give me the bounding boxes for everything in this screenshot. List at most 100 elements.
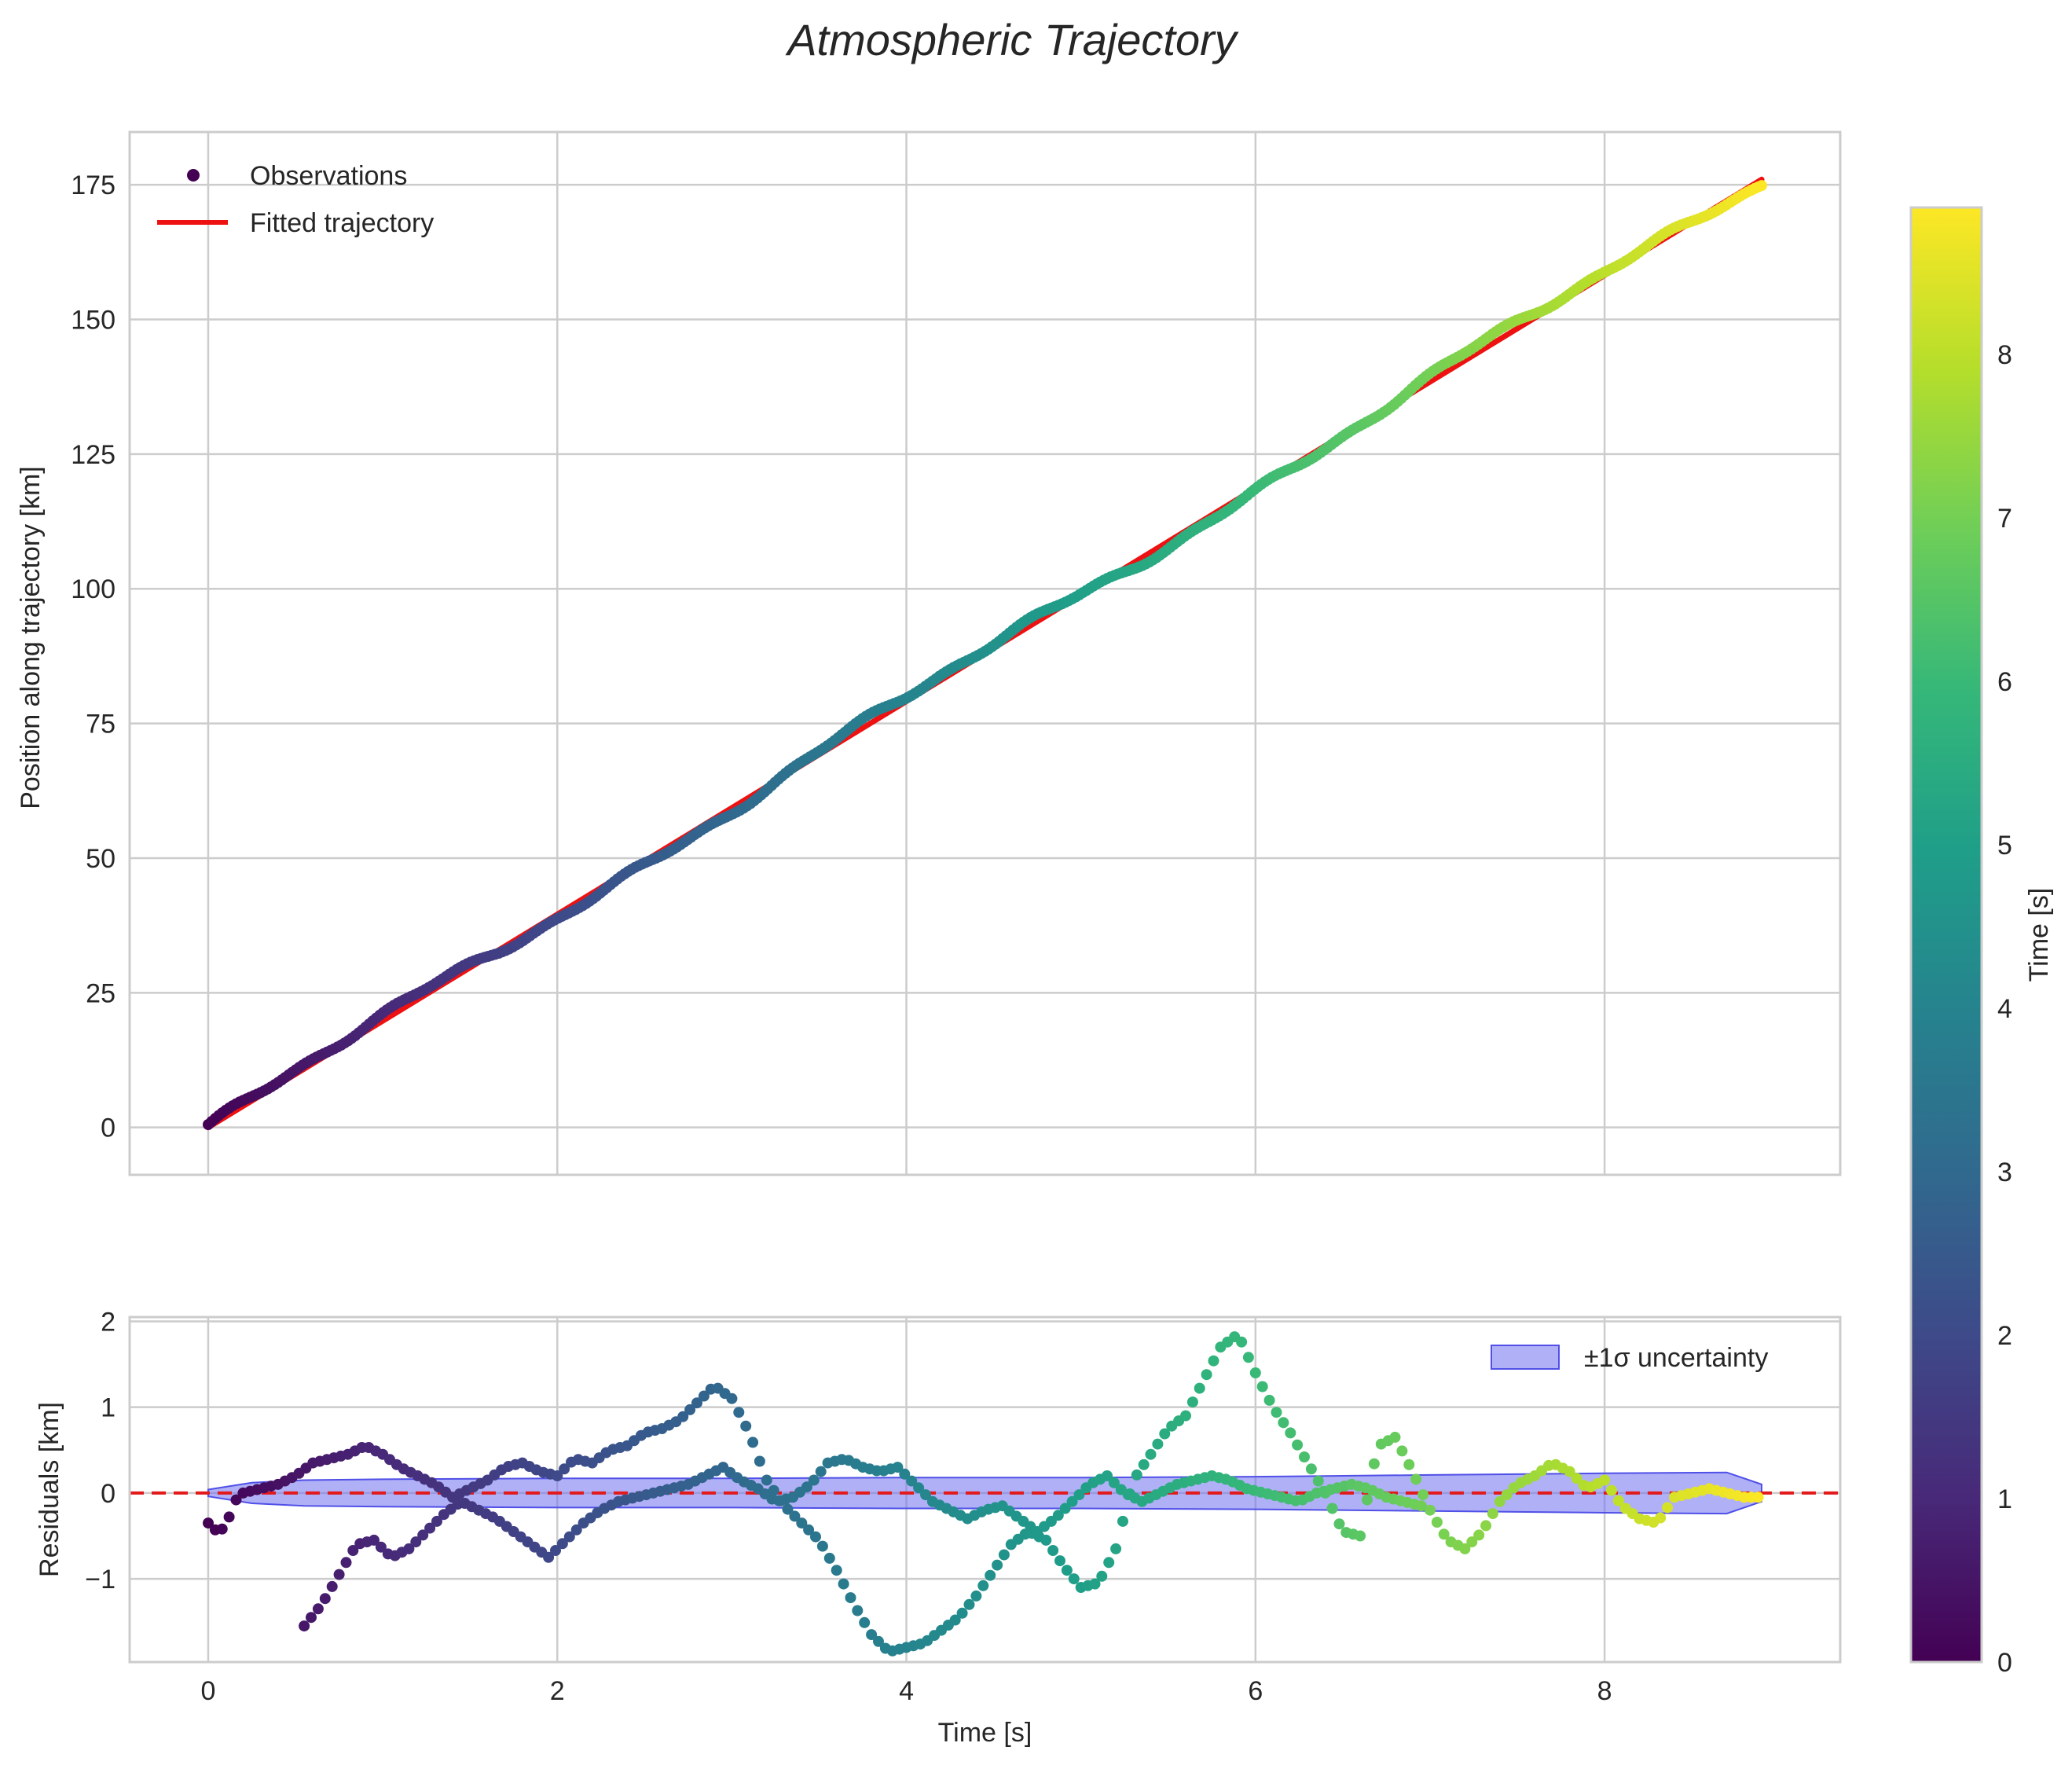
- residual-point: [810, 1531, 821, 1543]
- residual-point: [340, 1557, 352, 1569]
- residual-point: [733, 1407, 745, 1418]
- colorbar-tick-label: 6: [1997, 667, 2012, 697]
- residual-point: [1305, 1463, 1317, 1475]
- residual-point: [1263, 1394, 1275, 1406]
- residual-point: [203, 1517, 214, 1529]
- residual-point: [1152, 1438, 1164, 1450]
- residual-point: [1415, 1500, 1427, 1512]
- residual-point: [899, 1468, 911, 1480]
- residual-point: [801, 1481, 812, 1493]
- residual-point: [906, 1475, 918, 1487]
- residual-point: [1186, 1396, 1198, 1408]
- residual-point: [892, 1462, 904, 1473]
- residual-point: [1752, 1492, 1764, 1503]
- residual-point: [691, 1397, 702, 1409]
- residual-point: [369, 1534, 380, 1546]
- residual-point: [424, 1522, 436, 1534]
- residual-point: [306, 1612, 317, 1624]
- residual-point: [1103, 1557, 1115, 1569]
- residual-point: [873, 1635, 884, 1647]
- residual-point: [1438, 1528, 1450, 1540]
- residuals-y-tick-label: −1: [85, 1565, 116, 1594]
- residual-point: [977, 1580, 989, 1591]
- residual-point: [740, 1420, 752, 1432]
- x-tick-label: 8: [1597, 1676, 1612, 1706]
- residual-point: [550, 1545, 561, 1556]
- residual-point: [1425, 1504, 1436, 1516]
- residual-point: [831, 1565, 842, 1576]
- main-y-axis-label: Position along trajectory [km]: [16, 466, 46, 809]
- x-tick-label: 0: [201, 1676, 216, 1706]
- residual-point: [789, 1510, 801, 1522]
- legend-observations-label: Observations: [250, 161, 407, 191]
- residual-point: [1054, 1555, 1065, 1567]
- legend-uncertainty-patch: [1491, 1345, 1560, 1370]
- residual-point: [1145, 1448, 1157, 1460]
- residual-point: [1466, 1536, 1478, 1548]
- residual-point: [1052, 1510, 1064, 1521]
- residual-point: [761, 1474, 772, 1486]
- residuals-legend: ±1σ uncertainty: [1491, 1343, 1768, 1373]
- residual-point: [1292, 1439, 1304, 1451]
- residual-point: [347, 1545, 359, 1556]
- residual-point: [1612, 1495, 1624, 1506]
- x-axis-label: Time [s]: [938, 1718, 1032, 1748]
- colorbar-tick-label: 8: [1997, 340, 2012, 370]
- residual-point: [559, 1463, 570, 1475]
- main-y-tick-label: 75: [86, 710, 116, 739]
- residual-point: [852, 1605, 864, 1616]
- residual-point: [1256, 1381, 1268, 1393]
- residual-point: [1108, 1477, 1120, 1488]
- residuals-y-tick-label: 2: [101, 1307, 116, 1337]
- residual-point: [1236, 1336, 1248, 1348]
- residual-point: [1102, 1470, 1113, 1481]
- residual-point: [1271, 1407, 1282, 1418]
- residual-point: [1299, 1451, 1310, 1462]
- residual-point: [866, 1629, 878, 1641]
- colorbar-tick-label: 0: [1997, 1648, 2012, 1678]
- residual-point: [556, 1538, 568, 1550]
- residual-point: [1110, 1543, 1122, 1554]
- residuals-y-axis-label: Residuals [km]: [35, 1402, 64, 1577]
- residual-point: [1431, 1517, 1443, 1528]
- residual-point: [754, 1455, 765, 1467]
- colorbar-gradient: [1909, 206, 1983, 1664]
- residual-point: [1208, 1355, 1219, 1367]
- residual-point: [1487, 1508, 1498, 1520]
- residual-point: [1040, 1534, 1052, 1546]
- main-y-tick-label: 25: [86, 978, 116, 1008]
- residual-point: [319, 1593, 331, 1605]
- residuals-axes-frame: [128, 1315, 1842, 1664]
- residual-point: [1655, 1512, 1667, 1524]
- main-axes-frame: [128, 130, 1842, 1176]
- residual-point: [1459, 1543, 1471, 1554]
- main-y-tick-label: 175: [71, 171, 116, 200]
- residual-point: [970, 1590, 982, 1602]
- residual-point: [1606, 1484, 1617, 1496]
- legend-observations-marker: [187, 169, 200, 182]
- residual-point: [1131, 1469, 1142, 1481]
- residual-point: [230, 1494, 242, 1506]
- residual-point: [1066, 1495, 1078, 1507]
- residual-point: [1473, 1529, 1485, 1541]
- main-plot-panel: 0 25 50 75 100 125 150 175 Position along traje…: [16, 130, 1842, 1176]
- main-y-tick-label: 100: [71, 574, 116, 604]
- residual-point: [1494, 1495, 1505, 1507]
- residual-point: [431, 1515, 442, 1527]
- residual-point: [796, 1517, 808, 1529]
- residual-point: [815, 1466, 827, 1477]
- colorbar-tick-label: 5: [1997, 831, 2012, 860]
- legend-fitted-trajectory-label: Fitted trajectory: [250, 208, 434, 238]
- residual-point: [1096, 1570, 1108, 1582]
- residual-point: [823, 1552, 835, 1564]
- residual-point: [782, 1503, 794, 1515]
- residual-point: [949, 1614, 961, 1626]
- residual-point: [1138, 1459, 1150, 1470]
- residual-point: [1662, 1502, 1674, 1514]
- residual-point: [333, 1569, 345, 1580]
- residuals-x-tick-labels: 0 2 4 6 8: [201, 1676, 1612, 1706]
- residual-point: [1242, 1352, 1254, 1363]
- residual-point: [410, 1536, 422, 1548]
- main-y-tick-label: 50: [86, 844, 116, 874]
